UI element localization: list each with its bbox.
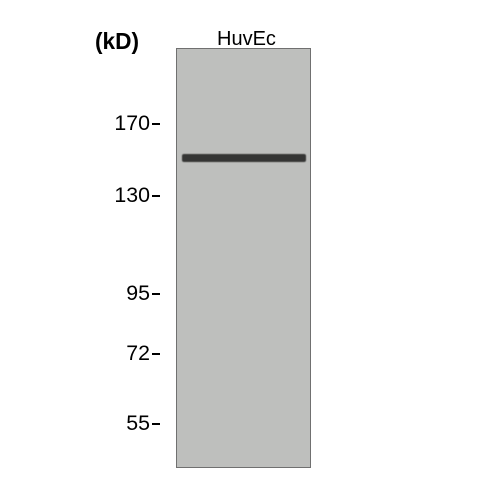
mw-marker-label: 72 bbox=[126, 341, 150, 366]
mw-marker-label: 55 bbox=[126, 411, 150, 436]
axis-unit-label: (kD) bbox=[95, 28, 139, 55]
blot-lane bbox=[176, 48, 311, 468]
mw-marker-label: 170 bbox=[114, 111, 150, 136]
mw-marker-label: 95 bbox=[126, 281, 150, 306]
mw-marker-tick bbox=[152, 195, 160, 197]
western-blot-figure: (kD) HuvEc 170 130 95 72 55 bbox=[0, 0, 500, 500]
mw-marker-tick bbox=[152, 123, 160, 125]
mw-marker-tick bbox=[152, 423, 160, 425]
mw-marker-label: 130 bbox=[114, 183, 150, 208]
mw-marker-tick bbox=[152, 293, 160, 295]
mw-marker-tick bbox=[152, 353, 160, 355]
protein-band bbox=[182, 154, 306, 162]
